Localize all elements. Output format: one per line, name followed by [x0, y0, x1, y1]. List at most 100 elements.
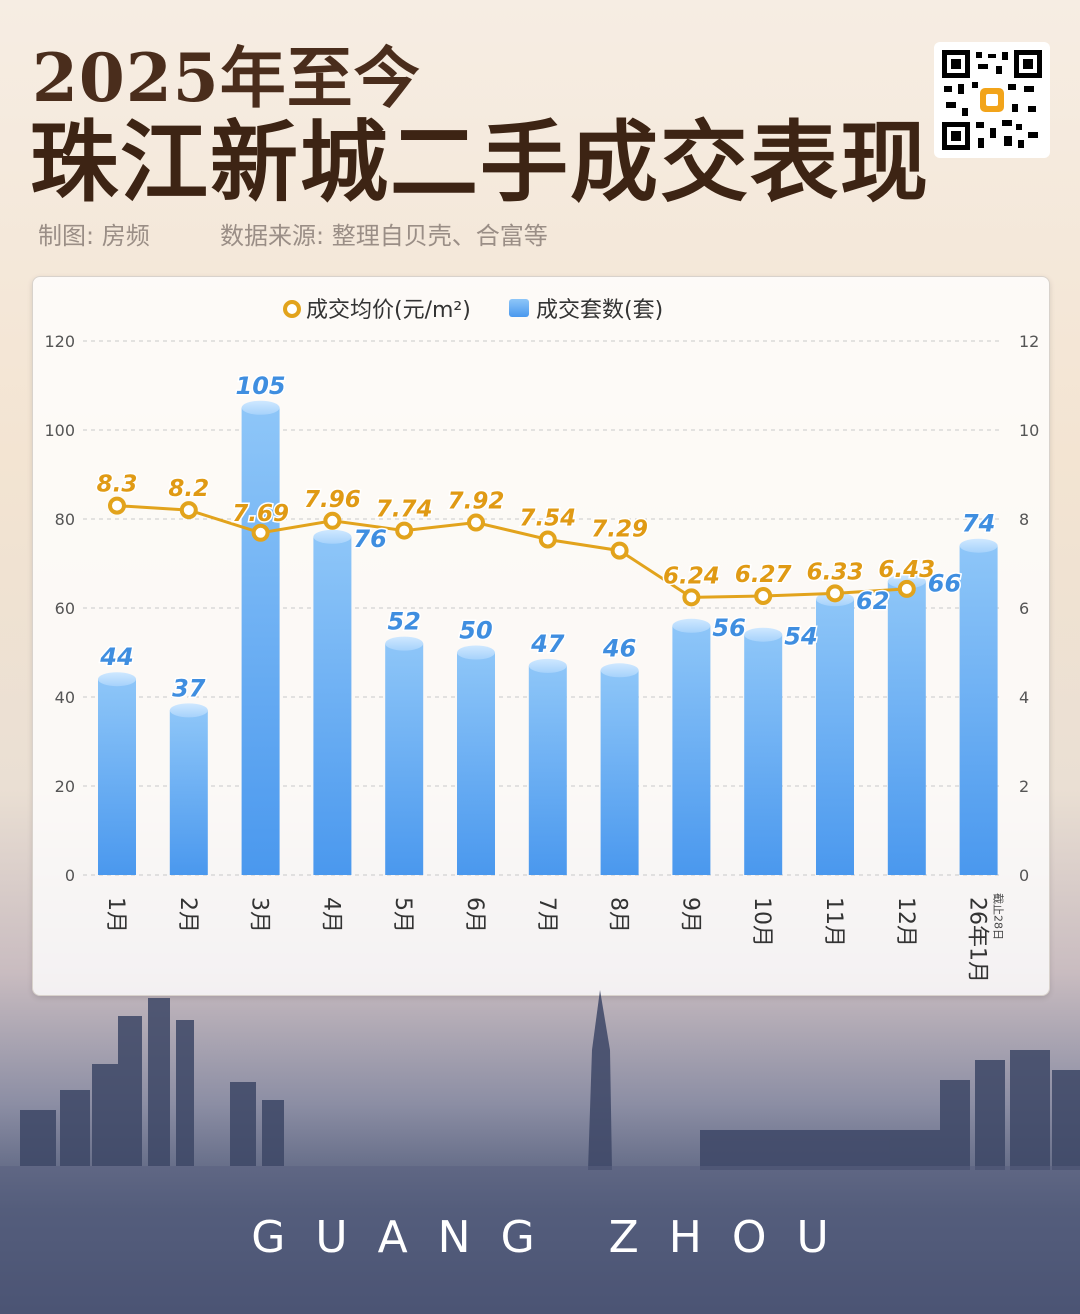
- y-left-tick-label: 60: [55, 599, 75, 618]
- combo-chart: 成交均价(元/m²) 成交套数(套) 0 0 20 2 40 4 60 6 80 8 100 10 12…: [44, 298, 1039, 983]
- price-line: [116, 504, 907, 599]
- price-point: [826, 584, 844, 603]
- count-bar-cap: [313, 529, 352, 544]
- price-data-label: 7.96: [304, 487, 361, 513]
- legend: 成交均价(元/m²) 成交套数(套): [283, 298, 663, 323]
- price-data-label: 7.69: [232, 501, 289, 527]
- y-right-tick-label: 4: [1019, 688, 1029, 707]
- count-bar-cap: [744, 627, 783, 642]
- count-bar-cap: [457, 645, 495, 660]
- count-data-label: 56: [712, 614, 745, 642]
- x-tick-label: 10月: [749, 897, 774, 947]
- x-tick-label: 1月: [103, 897, 128, 933]
- x-tick-label: 6月: [462, 897, 487, 933]
- price-data-label: 8.2: [168, 476, 209, 502]
- y-right-tick-label: 12: [1019, 332, 1039, 351]
- price-data-label: 6.43: [878, 557, 935, 583]
- count-data-label: 74: [962, 510, 995, 538]
- y-left-tick-label: 120: [44, 332, 75, 351]
- count-bar-cap: [600, 663, 639, 678]
- y-right-tick-label: 8: [1019, 510, 1029, 529]
- count-bar: [169, 710, 208, 875]
- x-tick-label: 3月: [247, 897, 272, 933]
- price-point: [323, 511, 342, 530]
- price-data-label: 7.92: [448, 489, 505, 515]
- count-data-label: 46: [602, 634, 636, 662]
- y-left-tick-label: 100: [44, 421, 75, 440]
- price-point: [395, 521, 414, 540]
- x-tick-label: 5月: [390, 897, 415, 933]
- count-bar: [887, 581, 926, 875]
- y-left-tick-label: 80: [55, 510, 75, 529]
- x-tick-label: 12月: [893, 897, 918, 947]
- price-point: [897, 579, 916, 598]
- price-data-label: 7.54: [519, 505, 576, 531]
- count-data-label: 37: [172, 674, 206, 702]
- page-title-line2: 珠江新城二手成交表现: [30, 110, 931, 214]
- count-data-label: 105: [236, 372, 286, 400]
- count-bar: [385, 643, 424, 875]
- count-bar-cap: [385, 636, 424, 651]
- count-bar-cap: [672, 618, 711, 633]
- count-bar-cap: [241, 400, 280, 415]
- y-right-tick-label: 6: [1019, 599, 1029, 618]
- count-data-label: 62: [856, 587, 889, 615]
- page-title-line1: 2025年至今: [32, 39, 421, 117]
- price-data-label: 6.33: [807, 559, 864, 585]
- price-point: [610, 541, 629, 560]
- price-point: [754, 586, 773, 605]
- price-point: [467, 513, 485, 532]
- x-tick-label: 8月: [606, 897, 631, 933]
- price-data-label: 8.3: [97, 472, 138, 498]
- legend-count-marker: [509, 299, 529, 317]
- y-right-tick-label: 10: [1019, 421, 1039, 440]
- footer-city: GUANG ZHOU: [251, 1212, 859, 1263]
- count-bar: [98, 679, 136, 875]
- y-right-tick-label: 2: [1019, 777, 1029, 796]
- price-point: [108, 496, 126, 515]
- count-bar: [744, 634, 783, 875]
- count-bar: [528, 665, 567, 875]
- price-data-label: 6.24: [663, 563, 720, 589]
- price-point: [682, 588, 701, 607]
- price-point: [179, 501, 198, 520]
- credit-text: 制图: 房频: [38, 222, 150, 250]
- price-data-label: 7.29: [591, 517, 648, 543]
- count-data-label: 66: [928, 569, 961, 597]
- count-bar: [600, 670, 639, 875]
- source-text: 数据来源: 整理自贝壳、合富等: [220, 222, 548, 250]
- legend-count-label: 成交套数(套): [536, 298, 663, 323]
- x-tick-label: 9月: [677, 897, 702, 933]
- x-tick-note: 截止28日: [992, 893, 1006, 940]
- price-data-label: 7.74: [376, 497, 433, 523]
- count-bar-cap: [98, 672, 136, 687]
- legend-price-label: 成交均价(元/m²): [306, 298, 471, 323]
- count-bar-cap: [169, 703, 208, 718]
- count-bar-cap: [959, 538, 998, 553]
- y-left-tick-label: 0: [65, 866, 75, 885]
- count-data-label: 47: [530, 630, 565, 658]
- qr-code-icon: [934, 42, 1050, 158]
- y-right-tick-label: 0: [1019, 866, 1029, 885]
- x-tick-label: 7月: [534, 897, 559, 933]
- count-bar: [816, 599, 854, 875]
- y-left-tick-label: 40: [55, 688, 75, 707]
- count-bar: [241, 407, 280, 875]
- count-bar: [313, 536, 352, 875]
- count-data-label: 54: [784, 623, 817, 651]
- x-tick-label: 11月: [821, 897, 846, 947]
- x-tick-label: 2月: [175, 897, 200, 933]
- count-data-label: 76: [353, 525, 386, 553]
- count-bar: [457, 652, 495, 875]
- count-bar: [959, 545, 998, 875]
- count-data-label: 50: [459, 617, 492, 645]
- city-skyline: [0, 990, 1080, 1314]
- count-bar: [672, 625, 711, 875]
- count-data-label: 52: [387, 608, 420, 636]
- x-tick-label: 26年1月: [965, 897, 990, 983]
- price-point: [251, 523, 270, 542]
- legend-price-marker: [283, 300, 301, 318]
- count-data-label: 44: [99, 643, 133, 671]
- y-left-tick-label: 20: [55, 777, 75, 796]
- price-data-label: 6.27: [735, 562, 792, 588]
